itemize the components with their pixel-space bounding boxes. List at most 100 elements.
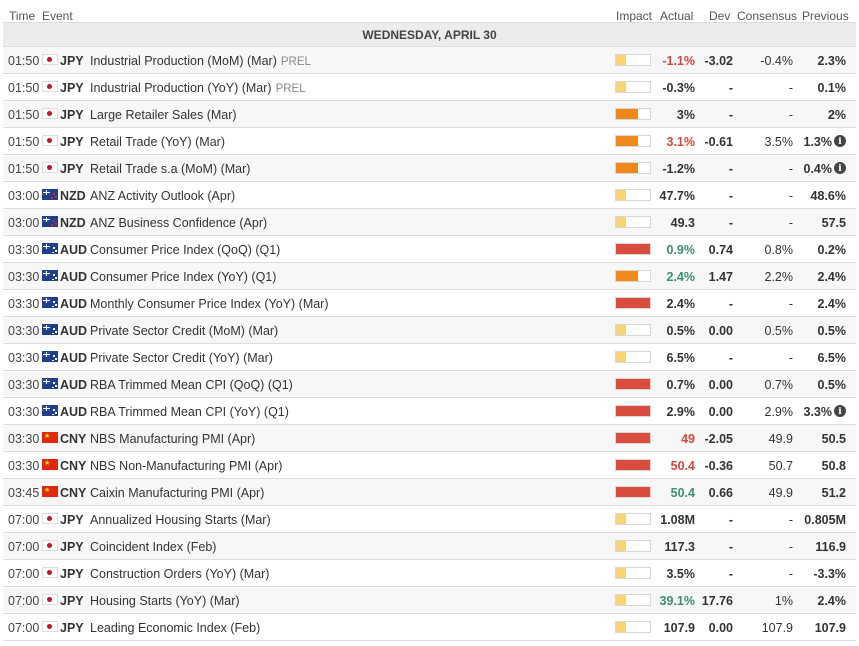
event-name[interactable]: Consumer Price Index (YoY) (Q1) [90, 270, 276, 284]
header-consensus[interactable]: Consensus [737, 9, 798, 23]
table-row[interactable]: 03:00 NZD ANZ Activity Outlook (Apr) 47.7% -… [3, 182, 856, 209]
event-name[interactable]: Private Sector Credit (MoM) (Mar) [90, 324, 278, 338]
event-title[interactable]: Retail Trade s.a (MoM) (Mar) [90, 162, 251, 176]
table-row[interactable]: 01:50 JPY Industrial Production (YoY) (Mar… [3, 74, 856, 101]
header-previous[interactable]: Previous [802, 9, 849, 23]
previous-value: 1.3% [803, 135, 833, 149]
impact-bar [615, 243, 651, 255]
event-title[interactable]: NBS Non-Manufacturing PMI (Apr) [90, 459, 283, 473]
event-title[interactable]: Annualized Housing Starts (Mar) [90, 513, 271, 527]
event-name[interactable]: Large Retailer Sales (Mar) [90, 108, 237, 122]
event-name[interactable]: Retail Trade s.a (MoM) (Mar) [90, 162, 250, 176]
info-icon[interactable]: i [834, 135, 846, 147]
event-title[interactable]: RBA Trimmed Mean CPI (QoQ) (Q1) [90, 378, 293, 392]
event-name[interactable]: NBS Manufacturing PMI (Apr) [90, 432, 255, 446]
table-row[interactable]: 01:50 JPY Retail Trade (YoY) (Mar) 3.1% -0.6… [3, 128, 856, 155]
au-flag-icon [42, 243, 58, 254]
events-list: 01:50 JPY Industrial Production (MoM) (Mar… [3, 47, 856, 641]
event-name[interactable]: RBA Trimmed Mean CPI (YoY) (Q1) [90, 405, 289, 419]
event-name[interactable]: ANZ Business Confidence (Apr) [90, 216, 267, 230]
table-row[interactable]: 03:00 NZD ANZ Business Confidence (Apr) 49.… [3, 209, 856, 236]
event-title[interactable]: Retail Trade (YoY) (Mar) [90, 135, 225, 149]
consensus-value: 2.9% [764, 405, 794, 419]
table-row[interactable]: 03:30 AUD Monthly Consumer Price Index (Yo… [3, 290, 856, 317]
previous-value: -3.3% [813, 567, 846, 581]
impact-bar [615, 378, 651, 390]
currency-code: JPY [60, 54, 84, 68]
event-title[interactable]: Housing Starts (YoY) (Mar) [90, 594, 240, 608]
actual-value: 49.3 [670, 216, 695, 230]
table-row[interactable]: 03:30 AUD RBA Trimmed Mean CPI (YoY) (Q1) 2… [3, 398, 856, 425]
table-row[interactable]: 03:30 AUD RBA Trimmed Mean CPI (QoQ) (Q1) 0… [3, 371, 856, 398]
event-name[interactable]: Leading Economic Index (Feb) [90, 621, 260, 635]
table-row[interactable]: 07:00 JPY Construction Orders (YoY) (Mar) 3… [3, 560, 856, 587]
event-title[interactable]: ANZ Business Confidence (Apr) [90, 216, 268, 230]
currency-code: AUD [60, 270, 88, 284]
info-icon[interactable]: i [834, 162, 846, 174]
currency-code: AUD [60, 243, 88, 257]
event-title[interactable]: RBA Trimmed Mean CPI (YoY) (Q1) [90, 405, 289, 419]
event-name[interactable]: Retail Trade (YoY) (Mar) [90, 135, 225, 149]
previous-value: 51.2 [821, 486, 846, 500]
event-title[interactable]: Private Sector Credit (MoM) (Mar) [90, 324, 279, 338]
event-title[interactable]: Consumer Price Index (YoY) (Q1) [90, 270, 277, 284]
previous-value: 0.1% [817, 81, 847, 95]
event-name[interactable]: Consumer Price Index (QoQ) (Q1) [90, 243, 280, 257]
event-title[interactable]: ANZ Activity Outlook (Apr) [90, 189, 236, 203]
impact-bar [615, 594, 651, 606]
event-name[interactable]: Construction Orders (YoY) (Mar) [90, 567, 269, 581]
event-time: 03:30 [8, 297, 40, 311]
event-title[interactable]: Private Sector Credit (YoY) (Mar) [90, 351, 273, 365]
table-row[interactable]: 07:00 JPY Leading Economic Index (Feb) 107.… [3, 614, 856, 641]
event-name[interactable]: Industrial Production (MoM) (Mar) PREL [90, 54, 311, 69]
event-title[interactable]: Caixin Manufacturing PMI (Apr) [90, 486, 265, 500]
event-name[interactable]: Private Sector Credit (YoY) (Mar) [90, 351, 273, 365]
table-row[interactable]: 03:30 AUD Consumer Price Index (QoQ) (Q1) 0… [3, 236, 856, 263]
table-row[interactable]: 01:50 JPY Large Retailer Sales (Mar) 3% - - 2% [3, 101, 856, 128]
event-name[interactable]: NBS Non-Manufacturing PMI (Apr) [90, 459, 282, 473]
event-time: 03:30 [8, 351, 40, 365]
event-title[interactable]: Construction Orders (YoY) (Mar) [90, 567, 270, 581]
event-name[interactable]: Caixin Manufacturing PMI (Apr) [90, 486, 264, 500]
event-title[interactable]: Coincident Index (Feb) [90, 540, 217, 554]
jp-flag-icon [42, 54, 58, 65]
deviation-value: - [728, 540, 733, 554]
event-title[interactable]: NBS Manufacturing PMI (Apr) [90, 432, 256, 446]
event-name[interactable]: Monthly Consumer Price Index (YoY) (Mar) [90, 297, 329, 311]
table-row[interactable]: 03:30 AUD Consumer Price Index (YoY) (Q1) 2… [3, 263, 856, 290]
info-icon[interactable]: i [834, 405, 846, 417]
consensus-value: - [788, 540, 793, 554]
au-flag-icon [42, 351, 58, 362]
event-title[interactable]: Monthly Consumer Price Index (YoY) (Mar) [90, 297, 329, 311]
header-dev[interactable]: Dev [709, 9, 731, 23]
event-name[interactable]: Industrial Production (YoY) (Mar) PREL [90, 81, 306, 96]
header-event[interactable]: Event [42, 9, 73, 23]
table-row[interactable]: 03:30 AUD Private Sector Credit (MoM) (Mar… [3, 317, 856, 344]
event-title[interactable]: Large Retailer Sales (Mar) [90, 108, 237, 122]
event-name[interactable]: Coincident Index (Feb) [90, 540, 216, 554]
event-title[interactable]: Leading Economic Index (Feb) [90, 621, 261, 635]
table-row[interactable]: 07:00 JPY Coincident Index (Feb) 117.3 - - 116… [3, 533, 856, 560]
table-row[interactable]: 01:50 JPY Retail Trade s.a (MoM) (Mar) -1.2… [3, 155, 856, 182]
event-title[interactable]: Industrial Production (MoM) (Mar) [90, 54, 277, 68]
event-time: 03:30 [8, 405, 40, 419]
header-actual[interactable]: Actual [660, 9, 694, 23]
table-row[interactable]: 01:50 JPY Industrial Production (MoM) (Mar… [3, 47, 856, 74]
header-time[interactable]: Time [9, 9, 36, 23]
jp-flag-icon [42, 513, 58, 524]
table-row[interactable]: 07:00 JPY Housing Starts (YoY) (Mar) 39.1% 1… [3, 587, 856, 614]
event-title[interactable]: Consumer Price Index (QoQ) (Q1) [90, 243, 281, 257]
event-name[interactable]: ANZ Activity Outlook (Apr) [90, 189, 235, 203]
table-row[interactable]: 07:00 JPY Annualized Housing Starts (Mar) 1… [3, 506, 856, 533]
event-name[interactable]: RBA Trimmed Mean CPI (QoQ) (Q1) [90, 378, 293, 392]
event-name[interactable]: Housing Starts (YoY) (Mar) [90, 594, 240, 608]
currency-code: JPY [60, 594, 84, 608]
event-name[interactable]: Annualized Housing Starts (Mar) [90, 513, 271, 527]
header-impact[interactable]: Impact [616, 9, 653, 23]
event-title[interactable]: Industrial Production (YoY) (Mar) [90, 81, 272, 95]
impact-level-fill [616, 514, 626, 524]
table-row[interactable]: 03:30 AUD Private Sector Credit (YoY) (Mar… [3, 344, 856, 371]
